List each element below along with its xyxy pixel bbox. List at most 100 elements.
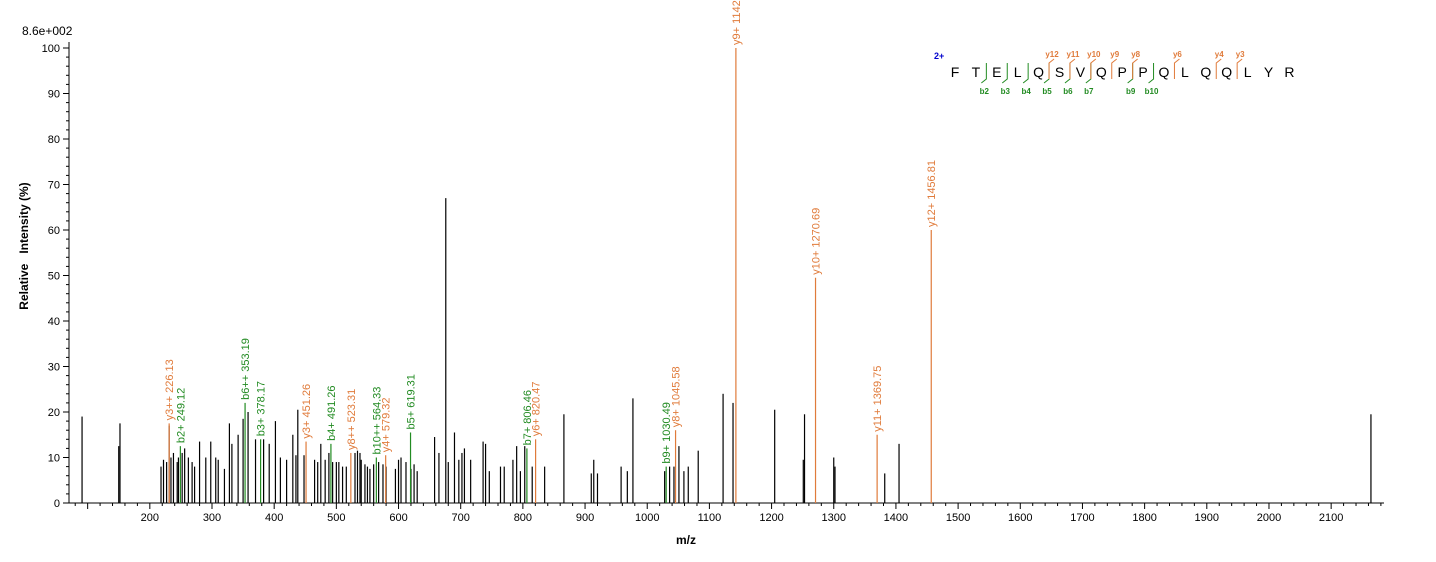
x-tick-label: 1500 [946, 512, 970, 524]
residue: L [1244, 64, 1252, 80]
b-ion-label: b3 [1001, 87, 1011, 96]
y-tick-label: 30 [48, 362, 60, 374]
b-ion-marker [1085, 63, 1092, 84]
y-tick-label: 80 [48, 134, 60, 146]
x-tick-label: 1700 [1070, 512, 1094, 524]
peak-annotation: y8++ 523.31 [346, 389, 358, 450]
y-ion-label: y9 [1110, 50, 1119, 59]
x-tick-label: 800 [514, 512, 532, 524]
peak-annotation: y8+ 1045.58 [671, 366, 683, 427]
b-ion-label: b5 [1042, 87, 1052, 96]
b-ion-marker [1148, 63, 1155, 84]
x-tick-label: 1000 [635, 512, 659, 524]
y-ion-label: y8 [1131, 50, 1140, 59]
x-tick-label: 200 [141, 512, 159, 524]
residue: L [1181, 64, 1189, 80]
b-ion-marker [1127, 63, 1134, 84]
x-tick-label: 900 [576, 512, 594, 524]
residue: Q [1159, 64, 1170, 80]
residue: Q [1200, 64, 1211, 80]
peak-labels: y3++ 226.13 b2+ 249.12 b6++ 353.19 b3+ 378.… [164, 0, 938, 464]
x-tick-label: 1400 [884, 512, 908, 524]
x-tick-label: 1200 [759, 512, 783, 524]
y-tick-label: 100 [42, 43, 60, 55]
y-tick-label: 20 [48, 407, 60, 419]
b-ion-label: b7 [1084, 87, 1094, 96]
y-tick-label: 40 [48, 316, 60, 328]
x-axis-title: m/z [676, 533, 696, 547]
x-tick-label: 2000 [1257, 512, 1281, 524]
y-tick-label: 10 [48, 453, 60, 465]
y-axis-title: Relative Intensity (%) [17, 182, 31, 309]
y-ion-marker [1132, 58, 1138, 79]
x-tick-label: 300 [203, 512, 221, 524]
intensity-scale-label: 8.6e+002 [22, 24, 73, 38]
residue: V [1076, 64, 1086, 80]
peak-annotation: y3++ 226.13 [164, 359, 176, 420]
residue: Y [1264, 64, 1274, 80]
x-tick-label: 700 [452, 512, 470, 524]
y-ion-marker [1090, 58, 1097, 79]
y-tick-label: 0 [54, 498, 60, 510]
b-ion-marker [1043, 63, 1050, 84]
charge-state: 2+ [934, 51, 944, 61]
y-ion-marker [1173, 58, 1180, 79]
peak-annotation: y12+ 1456.81 [926, 160, 938, 227]
y-ion-marker [1111, 58, 1118, 79]
residue: F [951, 64, 960, 80]
x-tick-label: 1800 [1132, 512, 1156, 524]
peak-annotation: y10+ 1270.69 [811, 208, 823, 275]
y-ion-marker [1236, 58, 1243, 79]
residue: T [972, 64, 981, 80]
peak-annotation: b10++ 564.33 [371, 387, 383, 455]
x-tick-label: 500 [327, 512, 345, 524]
b-ion-marker [1001, 63, 1008, 84]
y-ion-label: y11 [1066, 50, 1079, 59]
residue: R [1284, 64, 1294, 80]
b-ion-marker [1022, 63, 1029, 84]
y-ion-label: y10 [1087, 50, 1101, 59]
residue: P [1138, 64, 1147, 80]
y-tick-label: 90 [48, 89, 60, 101]
x-tick-label: 400 [265, 512, 283, 524]
peak-annotation: b3+ 378.17 [256, 381, 268, 436]
y-ion-marker [1069, 58, 1076, 79]
residue: S [1055, 64, 1064, 80]
x-tick-label: 2100 [1319, 512, 1343, 524]
b-ion-label: b2 [980, 87, 990, 96]
y-ion-label: y3 [1236, 50, 1245, 59]
y-ion-label: y4 [1215, 50, 1224, 59]
residue: P [1118, 64, 1127, 80]
b-ion-label: b10 [1145, 87, 1159, 96]
residue: L [1014, 64, 1022, 80]
b-ion-marker [1064, 63, 1071, 84]
y-tick-label: 50 [48, 271, 60, 283]
b-ion-label: b4 [1021, 87, 1031, 96]
b-ion-marker [981, 63, 987, 84]
y-ion-marker [1048, 58, 1055, 79]
x-tick-label: 1300 [822, 512, 846, 524]
peak-annotation: b4+ 491.26 [326, 385, 338, 440]
x-tick-label: 1100 [698, 512, 722, 524]
x-tick-label: 1900 [1195, 512, 1219, 524]
peaks [81, 48, 1372, 503]
residue: Q [1033, 64, 1044, 80]
peak-annotation: y3+ 451.26 [301, 384, 313, 439]
b-ion-label: b6 [1063, 87, 1073, 96]
y-ion-label: y12 [1045, 50, 1059, 59]
peak-annotation: y9+ 1142.61 [731, 0, 743, 45]
y-tick-label: 70 [48, 180, 60, 192]
residue: Q [1096, 64, 1107, 80]
x-tick-label: 1600 [1008, 512, 1032, 524]
peak-annotation: b7+ 806.46 [522, 390, 534, 445]
x-tick-label: 600 [389, 512, 407, 524]
b-ion-label: b9 [1126, 87, 1136, 96]
y-tick-label: 60 [48, 225, 60, 237]
peak-annotation: y11+ 1369.75 [872, 366, 884, 432]
peak-annotation: y4+ 579.32 [381, 397, 393, 452]
peak-annotation: y6+ 820.47 [531, 382, 543, 437]
peak-annotation: b2+ 249.12 [175, 388, 187, 443]
y-ion-marker [1215, 58, 1222, 79]
